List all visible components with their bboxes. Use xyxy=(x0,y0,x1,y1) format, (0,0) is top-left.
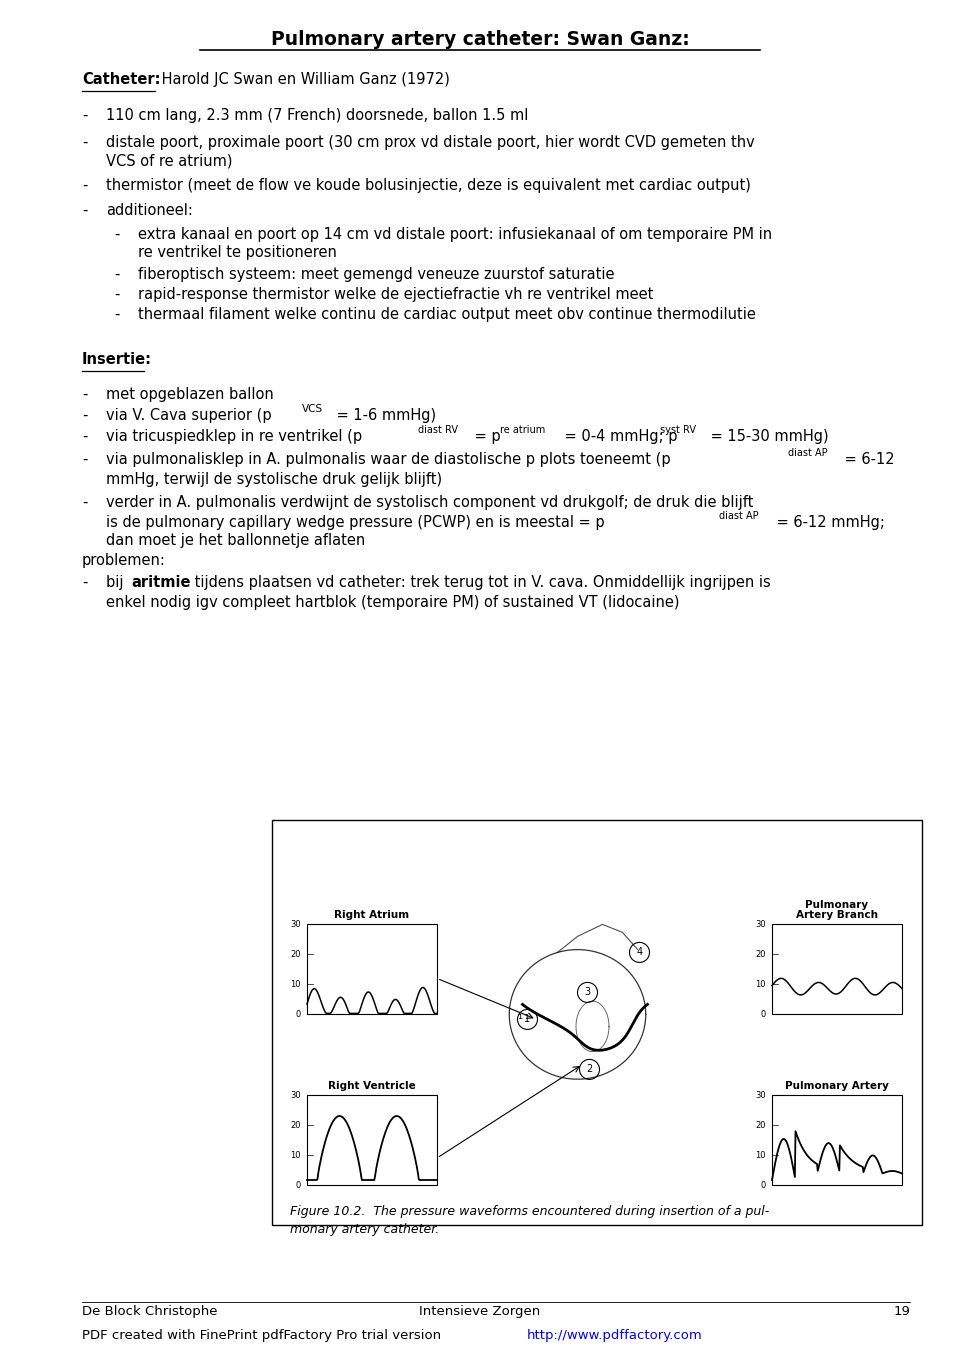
Text: thermaal filament welke continu de cardiac output meet obv continue thermodiluti: thermaal filament welke continu de cardi… xyxy=(138,307,756,322)
Text: 10: 10 xyxy=(291,1151,301,1160)
Text: Catheter:: Catheter: xyxy=(82,72,160,87)
Text: Right Atrium: Right Atrium xyxy=(334,910,410,921)
Text: -: - xyxy=(82,408,87,423)
Text: 2: 2 xyxy=(587,1065,592,1074)
Bar xyxy=(772,1095,902,1185)
Text: 30: 30 xyxy=(290,1091,301,1099)
Text: 10: 10 xyxy=(291,981,301,989)
Text: fiberoptisch systeem: meet gemengd veneuze zuurstof saturatie: fiberoptisch systeem: meet gemengd veneu… xyxy=(138,267,614,282)
Text: 10: 10 xyxy=(756,1151,766,1160)
Text: rapid-response thermistor welke de ejectiefractie vh re ventrikel meet: rapid-response thermistor welke de eject… xyxy=(138,287,654,302)
Text: diast RV: diast RV xyxy=(418,424,458,435)
Text: 30: 30 xyxy=(756,1091,766,1099)
Text: -: - xyxy=(82,178,87,193)
Text: aritmie: aritmie xyxy=(131,575,190,590)
Text: -: - xyxy=(114,287,119,302)
Text: = 1-6 mmHg): = 1-6 mmHg) xyxy=(332,408,436,423)
Text: -: - xyxy=(114,227,119,242)
Text: = 6-12: = 6-12 xyxy=(840,452,895,466)
Text: extra kanaal en poort op 14 cm vd distale poort: infusiekanaal of om temporaire : extra kanaal en poort op 14 cm vd distal… xyxy=(138,227,772,242)
Text: Artery Branch: Artery Branch xyxy=(796,910,878,921)
Text: 20: 20 xyxy=(291,949,301,959)
Text: Pulmonary: Pulmonary xyxy=(805,900,869,910)
Text: Insertie:: Insertie: xyxy=(82,352,152,367)
Text: 30: 30 xyxy=(756,919,766,929)
Text: 20: 20 xyxy=(756,1121,766,1130)
Text: 0: 0 xyxy=(296,1180,301,1190)
Text: -: - xyxy=(82,495,87,510)
Text: -: - xyxy=(114,307,119,322)
Text: 20: 20 xyxy=(291,1121,301,1130)
Text: via pulmonalisklep in A. pulmonalis waar de diastolische p plots toeneemt (p: via pulmonalisklep in A. pulmonalis waar… xyxy=(106,452,671,466)
Text: Harold JC Swan en William Ganz (1972): Harold JC Swan en William Ganz (1972) xyxy=(157,72,450,87)
Text: enkel nodig igv compleet hartblok (temporaire PM) of sustained VT (lidocaine): enkel nodig igv compleet hartblok (tempo… xyxy=(106,596,680,611)
Text: 10: 10 xyxy=(756,981,766,989)
Text: De Block Christophe: De Block Christophe xyxy=(82,1306,218,1318)
Text: = p: = p xyxy=(470,428,500,443)
Text: Figure 10.2.  The pressure waveforms encountered during insertion of a pul-: Figure 10.2. The pressure waveforms enco… xyxy=(290,1205,769,1219)
Text: 0: 0 xyxy=(760,1010,766,1019)
Bar xyxy=(307,1095,437,1185)
Text: Pulmonary Artery: Pulmonary Artery xyxy=(785,1081,889,1091)
Text: 1: 1 xyxy=(524,1015,531,1024)
Text: 110 cm lang, 2.3 mm (7 French) doorsnede, ballon 1.5 ml: 110 cm lang, 2.3 mm (7 French) doorsnede… xyxy=(106,107,528,122)
Text: ¹: ¹ xyxy=(517,1013,522,1025)
Text: http://www.pdffactory.com: http://www.pdffactory.com xyxy=(527,1329,703,1342)
Text: -: - xyxy=(82,575,87,590)
Text: via V. Cava superior (p: via V. Cava superior (p xyxy=(106,408,272,423)
Bar xyxy=(307,925,437,1015)
Text: syst RV: syst RV xyxy=(660,424,696,435)
Text: -: - xyxy=(82,388,87,403)
Text: Right Ventricle: Right Ventricle xyxy=(328,1081,416,1091)
Text: problemen:: problemen: xyxy=(82,554,166,568)
Text: met opgeblazen ballon: met opgeblazen ballon xyxy=(106,388,274,403)
Text: verder in A. pulmonalis verdwijnt de systolisch component vd drukgolf; de druk d: verder in A. pulmonalis verdwijnt de sys… xyxy=(106,495,754,510)
Text: = 15-30 mmHg): = 15-30 mmHg) xyxy=(706,428,828,443)
Text: Pulmonary artery catheter: Swan Ganz:: Pulmonary artery catheter: Swan Ganz: xyxy=(271,30,689,49)
Text: -: - xyxy=(82,428,87,443)
Text: mmHg, terwijl de systolische druk gelijk blijft): mmHg, terwijl de systolische druk gelijk… xyxy=(106,472,443,487)
Text: = 6-12 mmHg;: = 6-12 mmHg; xyxy=(772,515,885,530)
Text: diast AP: diast AP xyxy=(719,511,758,521)
Text: additioneel:: additioneel: xyxy=(106,203,193,218)
Text: distale poort, proximale poort (30 cm prox vd distale poort, hier wordt CVD geme: distale poort, proximale poort (30 cm pr… xyxy=(106,135,755,150)
Text: -: - xyxy=(82,203,87,218)
Text: 30: 30 xyxy=(290,919,301,929)
Text: 19: 19 xyxy=(893,1306,910,1318)
Text: 20: 20 xyxy=(756,949,766,959)
Bar xyxy=(772,925,902,1015)
Text: re atrium: re atrium xyxy=(500,424,545,435)
Text: 0: 0 xyxy=(760,1180,766,1190)
Text: 4: 4 xyxy=(636,948,642,957)
Text: PDF created with FinePrint pdfFactory Pro trial version: PDF created with FinePrint pdfFactory Pr… xyxy=(82,1329,445,1342)
Text: VCS of re atrium): VCS of re atrium) xyxy=(106,154,232,169)
Text: dan moet je het ballonnetje aflaten: dan moet je het ballonnetje aflaten xyxy=(106,533,365,548)
Text: = 0-4 mmHg; p: = 0-4 mmHg; p xyxy=(560,428,678,443)
Text: bij: bij xyxy=(106,575,128,590)
Text: tijdens plaatsen vd catheter: trek terug tot in V. cava. Onmiddellijk ingrijpen : tijdens plaatsen vd catheter: trek terug… xyxy=(190,575,771,590)
Text: via tricuspiedklep in re ventrikel (p: via tricuspiedklep in re ventrikel (p xyxy=(106,428,362,443)
Text: monary artery catheter.: monary artery catheter. xyxy=(290,1223,440,1236)
Text: diast AP: diast AP xyxy=(788,447,828,458)
Text: thermistor (meet de flow ve koude bolusinjectie, deze is equivalent met cardiac : thermistor (meet de flow ve koude bolusi… xyxy=(106,178,751,193)
Text: -: - xyxy=(82,135,87,150)
Text: re ventrikel te positioneren: re ventrikel te positioneren xyxy=(138,245,337,260)
Text: -: - xyxy=(114,267,119,282)
Text: 0: 0 xyxy=(296,1010,301,1019)
Text: -: - xyxy=(82,452,87,466)
Text: -: - xyxy=(82,107,87,122)
Text: Intensieve Zorgen: Intensieve Zorgen xyxy=(420,1306,540,1318)
Text: VCS: VCS xyxy=(302,404,324,413)
Text: 3: 3 xyxy=(585,987,590,997)
Text: is de pulmonary capillary wedge pressure (PCWP) en is meestal = p: is de pulmonary capillary wedge pressure… xyxy=(106,515,605,530)
Bar xyxy=(272,820,922,1225)
